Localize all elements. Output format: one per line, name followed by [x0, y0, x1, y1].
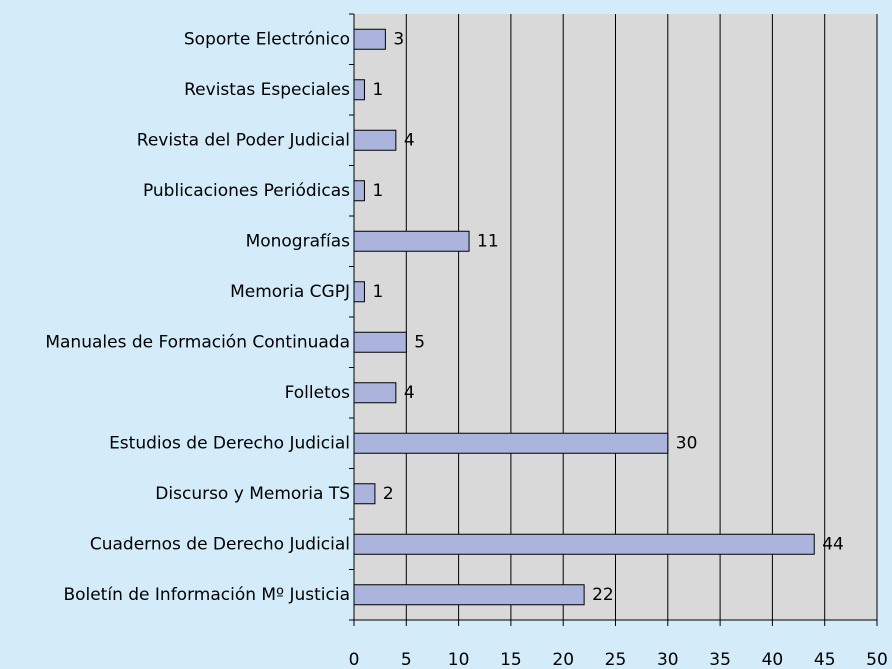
y-tick-label: Boletín de Información Mº Justicia [63, 585, 350, 605]
y-tick-label: Revista del Poder Judicial [137, 130, 350, 150]
x-tick-label: 45 [814, 650, 836, 669]
value-label: 1 [372, 282, 383, 302]
x-tick-label: 0 [349, 650, 360, 669]
value-label: 44 [822, 534, 844, 554]
y-tick-label: Revistas Especiales [184, 80, 350, 100]
bar [353, 281, 365, 303]
value-label: 11 [477, 231, 499, 251]
value-label: 3 [393, 29, 404, 49]
y-tick-label: Discurso y Memoria TS [155, 484, 350, 504]
value-label: 2 [383, 484, 394, 504]
bar [353, 483, 376, 505]
bar [353, 533, 815, 555]
bar [353, 79, 365, 101]
value-label: 4 [404, 130, 415, 150]
bar [353, 28, 386, 50]
x-tick-label: 30 [657, 650, 679, 669]
y-tick-label: Memoria CGPJ [230, 282, 350, 302]
bar [353, 584, 585, 606]
bar [353, 432, 669, 454]
x-tick-label: 20 [552, 650, 574, 669]
value-label: 1 [372, 181, 383, 201]
y-tick-label: Folletos [285, 383, 351, 403]
y-tick-label: Monografías [246, 231, 351, 251]
bar [353, 230, 470, 252]
x-tick-label: 5 [401, 650, 412, 669]
value-label: 4 [404, 383, 415, 403]
value-label: 1 [372, 80, 383, 100]
bar [353, 129, 397, 151]
bar [353, 382, 397, 404]
value-label: 22 [592, 585, 614, 605]
value-label: 5 [414, 332, 425, 352]
x-tick-label: 35 [709, 650, 731, 669]
bar [353, 331, 407, 353]
x-tick-label: 25 [605, 650, 627, 669]
x-tick-label: 15 [500, 650, 522, 669]
x-tick-label: 50 [866, 650, 888, 669]
x-tick-label: 40 [762, 650, 784, 669]
y-tick-label: Soporte Electrónico [184, 29, 350, 49]
value-label: 30 [676, 433, 698, 453]
bar [353, 180, 365, 202]
y-tick-label: Manuales de Formación Continuada [45, 332, 350, 352]
y-tick-label: Estudios de Derecho Judicial [109, 433, 350, 453]
y-tick-label: Publicaciones Periódicas [143, 181, 350, 201]
y-tick-label: Cuadernos de Derecho Judicial [90, 534, 350, 554]
x-tick-label: 10 [448, 650, 470, 669]
